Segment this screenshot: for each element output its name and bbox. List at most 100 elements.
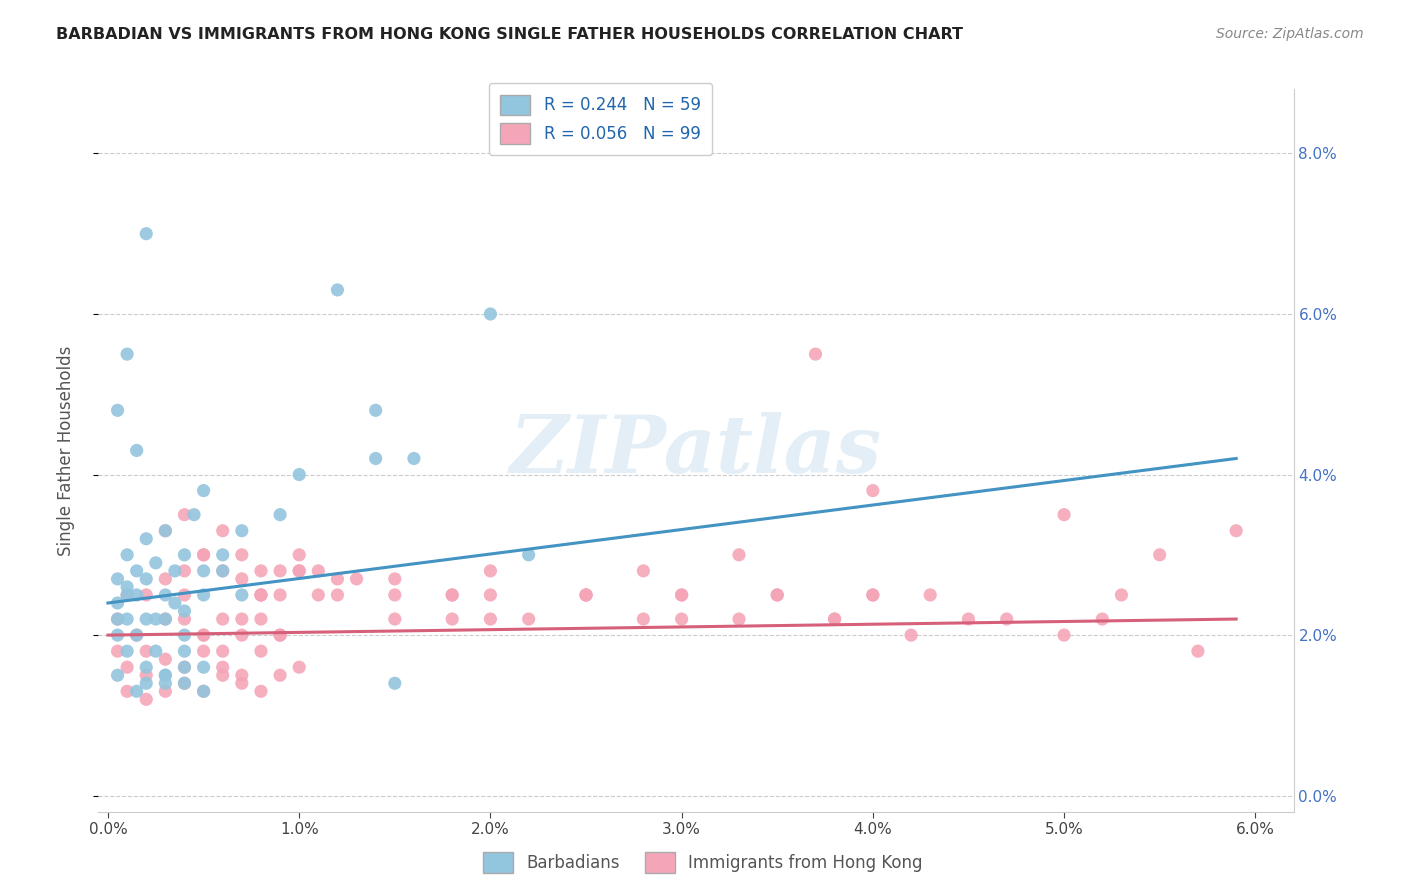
Point: [288, 548, 311, 562]
Point: [211, 524, 233, 538]
Point: [155, 668, 177, 682]
Point: [250, 588, 273, 602]
Point: [269, 588, 291, 602]
Point: [671, 612, 693, 626]
Point: [384, 588, 406, 602]
Point: [115, 612, 138, 626]
Point: [250, 612, 273, 626]
Point: [173, 588, 195, 602]
Point: [384, 676, 406, 690]
Point: [1225, 524, 1247, 538]
Text: ZIPatlas: ZIPatlas: [510, 412, 882, 489]
Point: [173, 676, 195, 690]
Text: BARBADIAN VS IMMIGRANTS FROM HONG KONG SINGLE FATHER HOUSEHOLDS CORRELATION CHAR: BARBADIAN VS IMMIGRANTS FROM HONG KONG S…: [56, 27, 963, 42]
Point: [250, 684, 273, 698]
Point: [107, 612, 129, 626]
Point: [575, 588, 598, 602]
Point: [173, 612, 195, 626]
Point: [824, 612, 846, 626]
Point: [193, 548, 215, 562]
Point: [364, 451, 387, 466]
Point: [441, 612, 464, 626]
Point: [135, 612, 157, 626]
Point: [115, 588, 138, 602]
Point: [183, 508, 205, 522]
Point: [155, 524, 177, 538]
Point: [173, 660, 195, 674]
Point: [155, 612, 177, 626]
Point: [163, 596, 186, 610]
Legend: R = 0.244   N = 59, R = 0.056   N = 99: R = 0.244 N = 59, R = 0.056 N = 99: [488, 83, 713, 155]
Point: [155, 524, 177, 538]
Point: [155, 572, 177, 586]
Point: [173, 604, 195, 618]
Point: [125, 628, 148, 642]
Point: [193, 483, 215, 498]
Point: [671, 588, 693, 602]
Point: [193, 684, 215, 698]
Point: [107, 668, 129, 682]
Point: [193, 628, 215, 642]
Point: [441, 588, 464, 602]
Point: [135, 668, 157, 682]
Point: [135, 676, 157, 690]
Point: [862, 588, 884, 602]
Point: [115, 580, 138, 594]
Point: [125, 628, 148, 642]
Point: [193, 684, 215, 698]
Point: [107, 628, 129, 642]
Point: [211, 564, 233, 578]
Point: [269, 564, 291, 578]
Point: [135, 644, 157, 658]
Point: [479, 564, 502, 578]
Point: [269, 628, 291, 642]
Point: [155, 684, 177, 698]
Point: [193, 628, 215, 642]
Point: [288, 564, 311, 578]
Point: [250, 644, 273, 658]
Point: [125, 443, 148, 458]
Point: [125, 564, 148, 578]
Point: [155, 676, 177, 690]
Point: [862, 588, 884, 602]
Point: [575, 588, 598, 602]
Point: [231, 668, 253, 682]
Point: [269, 668, 291, 682]
Point: [231, 676, 253, 690]
Point: [193, 660, 215, 674]
Point: [211, 564, 233, 578]
Point: [1111, 588, 1133, 602]
Point: [193, 548, 215, 562]
Point: [766, 588, 789, 602]
Point: [125, 684, 148, 698]
Point: [173, 628, 195, 642]
Point: [145, 644, 167, 658]
Point: [193, 588, 215, 602]
Point: [231, 612, 253, 626]
Point: [346, 572, 368, 586]
Point: [1091, 612, 1114, 626]
Point: [115, 684, 138, 698]
Point: [920, 588, 942, 602]
Point: [250, 588, 273, 602]
Point: [384, 572, 406, 586]
Point: [135, 532, 157, 546]
Point: [633, 564, 655, 578]
Point: [173, 676, 195, 690]
Point: [211, 660, 233, 674]
Point: [728, 612, 751, 626]
Point: [135, 588, 157, 602]
Point: [900, 628, 922, 642]
Point: [326, 572, 349, 586]
Point: [155, 588, 177, 602]
Point: [155, 668, 177, 682]
Point: [441, 588, 464, 602]
Point: [633, 612, 655, 626]
Point: [995, 612, 1018, 626]
Point: [288, 564, 311, 578]
Point: [135, 660, 157, 674]
Point: [269, 508, 291, 522]
Point: [155, 652, 177, 666]
Point: [231, 524, 253, 538]
Point: [288, 660, 311, 674]
